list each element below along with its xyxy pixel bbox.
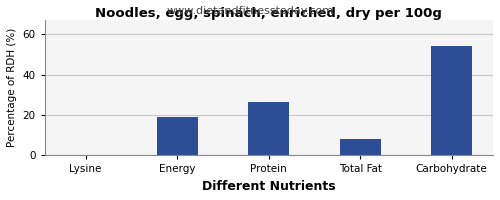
Y-axis label: Percentage of RDH (%): Percentage of RDH (%) [7,28,17,147]
Text: www.dietandfitnesstoday.com: www.dietandfitnesstoday.com [166,6,334,16]
Bar [431,46,472,155]
Bar [340,139,380,155]
Bar [248,102,289,155]
Title: Noodles, egg, spinach, enriched, dry per 100g: Noodles, egg, spinach, enriched, dry per… [95,7,442,20]
X-axis label: Different Nutrients: Different Nutrients [202,180,336,193]
Bar [156,117,198,155]
